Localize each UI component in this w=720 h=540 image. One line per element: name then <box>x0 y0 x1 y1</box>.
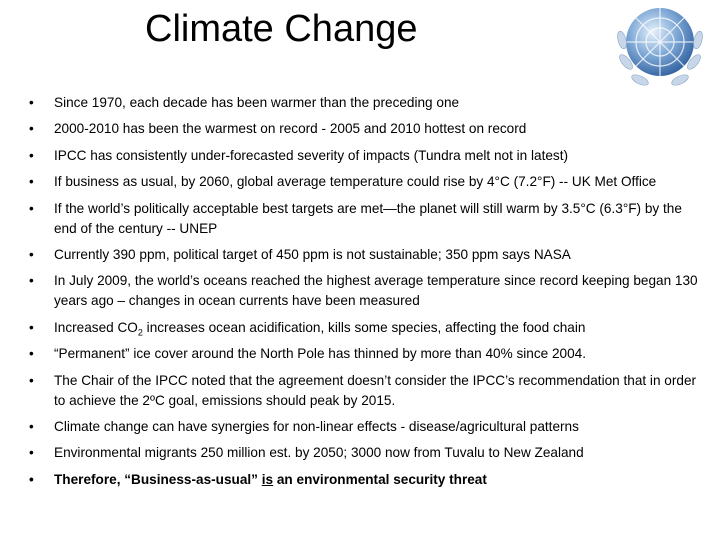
subscript: 2 <box>137 327 143 338</box>
bullet: 2000-2010 has been the warmest on record… <box>29 119 704 139</box>
text: Therefore, “Business-as-usual” <box>54 471 262 487</box>
text: Increased CO <box>54 319 138 335</box>
bullet: “Permanent” ice cover around the North P… <box>29 344 704 364</box>
bullet: IPCC has consistently under-forecasted s… <box>29 146 704 166</box>
bullet: Since 1970, each decade has been warmer … <box>29 93 704 113</box>
un-emblem <box>617 8 703 86</box>
underlined-text: is <box>261 471 274 487</box>
bullet: If business as usual, by 2060, global av… <box>29 172 704 192</box>
bullet: Increased CO2 increases ocean acidificat… <box>29 318 704 338</box>
bullet: Therefore, “Business-as-usual” is an env… <box>29 470 704 490</box>
text: an environmental security threat <box>273 471 487 487</box>
bullet: Environmental migrants 250 million est. … <box>29 443 704 463</box>
bullet: If the world’s politically acceptable be… <box>29 199 704 239</box>
bullet: The Chair of the IPCC noted that the agr… <box>29 371 704 411</box>
text: increases ocean acidification, kills som… <box>142 319 586 335</box>
bullet-list: Since 1970, each decade has been warmer … <box>29 93 704 496</box>
bullet: Climate change can have synergies for no… <box>29 417 704 437</box>
slide-title: Climate Change <box>145 8 418 50</box>
bullet: In July 2009, the world’s oceans reached… <box>29 271 704 311</box>
bullet: Currently 390 ppm, political target of 4… <box>29 245 704 265</box>
